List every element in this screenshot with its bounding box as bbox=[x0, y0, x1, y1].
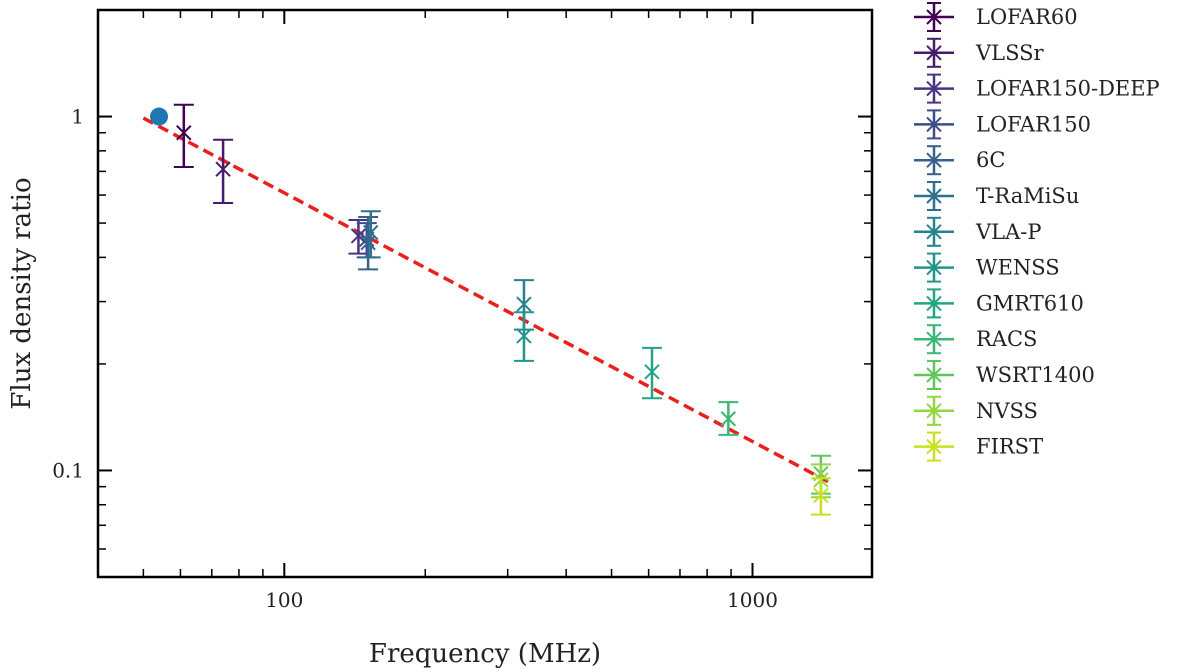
reference-point bbox=[150, 107, 169, 126]
legend-label: 6C bbox=[976, 148, 1005, 172]
legend-label: FIRST bbox=[976, 435, 1043, 459]
data-point-x2 bbox=[516, 328, 532, 344]
y-tick-label: 0.1 bbox=[52, 458, 84, 482]
plot-frame bbox=[96, 8, 874, 579]
legend-marker-b bbox=[926, 152, 942, 168]
data-point-x2 bbox=[516, 296, 532, 312]
legend-marker-b bbox=[926, 438, 942, 455]
legend-entry-first: FIRST bbox=[914, 431, 1043, 462]
legend-label: VLA-P bbox=[975, 220, 1042, 244]
legend-label: GMRT610 bbox=[976, 291, 1084, 315]
data-point-x2 bbox=[215, 161, 231, 177]
legend-entry-gmrt610: GMRT610 bbox=[914, 288, 1084, 319]
legend-marker-b bbox=[926, 403, 942, 419]
fit-line-group bbox=[142, 116, 829, 484]
x-axis-label: Frequency (MHz) bbox=[369, 639, 601, 669]
series-lofar150-deep bbox=[348, 219, 369, 255]
series-wenss bbox=[513, 311, 534, 362]
legend-entry-vlssr: VLSSr bbox=[914, 37, 1045, 68]
legend-entry-racs: RACS bbox=[914, 324, 1037, 355]
series-first bbox=[810, 477, 831, 516]
legend-marker-b bbox=[926, 9, 942, 25]
legend-label: RACS bbox=[976, 327, 1037, 351]
legend-label: LOFAR60 bbox=[976, 5, 1078, 29]
data-point-x2 bbox=[813, 487, 829, 504]
x-tick-label: 1000 bbox=[727, 588, 778, 612]
legend-entry-t-ramisu: T-RaMiSu bbox=[914, 181, 1079, 211]
data-points-group bbox=[150, 103, 831, 516]
legend-label: VLSSr bbox=[975, 41, 1045, 65]
x-tick-label: 100 bbox=[265, 588, 303, 612]
legend: LOFAR60 VLSSr LOFAR150-DEEP LOFAR150 6C T-RaM… bbox=[914, 2, 1160, 462]
data-point-x2 bbox=[350, 228, 367, 244]
series-gmrt610 bbox=[641, 346, 662, 400]
fit-line bbox=[142, 116, 829, 484]
series-lofar60 bbox=[173, 103, 194, 169]
series-racs bbox=[718, 401, 739, 436]
legend-label: NVSS bbox=[976, 399, 1038, 423]
y-tick-label: 1 bbox=[71, 105, 84, 129]
legend-marker-b bbox=[926, 331, 942, 347]
legend-marker-b bbox=[926, 259, 942, 276]
legend-label: LOFAR150 bbox=[976, 112, 1091, 136]
legend-label: T-RaMiSu bbox=[976, 184, 1079, 208]
legend-marker-b bbox=[926, 80, 942, 97]
series-6c bbox=[358, 216, 379, 271]
legend-marker-b bbox=[926, 295, 942, 312]
data-point-x2 bbox=[360, 235, 376, 251]
data-point-x2 bbox=[720, 411, 737, 427]
axis-ticks: 100 1000 0.1 1 bbox=[52, 9, 872, 612]
legend-label: LOFAR150-DEEP bbox=[976, 77, 1160, 101]
data-point-x2 bbox=[176, 125, 192, 141]
legend-entry-nvss: NVSS bbox=[914, 395, 1038, 426]
legend-entry-lofar60: LOFAR60 bbox=[914, 2, 1078, 32]
legend-marker-b bbox=[926, 367, 942, 383]
legend-marker-b bbox=[926, 224, 942, 240]
series-t-ramisu bbox=[360, 210, 381, 259]
data-point-x2 bbox=[363, 224, 379, 241]
legend-entry-6c: 6C bbox=[914, 145, 1005, 176]
legend-entry-vla-p: VLA-P bbox=[914, 216, 1042, 247]
legend-label: WENSS bbox=[976, 256, 1060, 280]
legend-marker-b bbox=[926, 116, 942, 133]
legend-entry-wsrt1400: WSRT1400 bbox=[914, 360, 1095, 390]
data-point-x2 bbox=[644, 364, 660, 380]
legend-entry-lofar150-deep: LOFAR150-DEEP bbox=[914, 73, 1160, 104]
series-vlssr bbox=[213, 138, 234, 204]
legend-marker-b bbox=[926, 188, 942, 204]
legend-label: WSRT1400 bbox=[976, 363, 1095, 387]
y-axis-label: Flux density ratio bbox=[7, 177, 37, 409]
legend-marker-b bbox=[926, 45, 942, 61]
legend-entry-lofar150: LOFAR150 bbox=[914, 109, 1091, 140]
legend-entry-wenss: WENSS bbox=[914, 252, 1060, 283]
